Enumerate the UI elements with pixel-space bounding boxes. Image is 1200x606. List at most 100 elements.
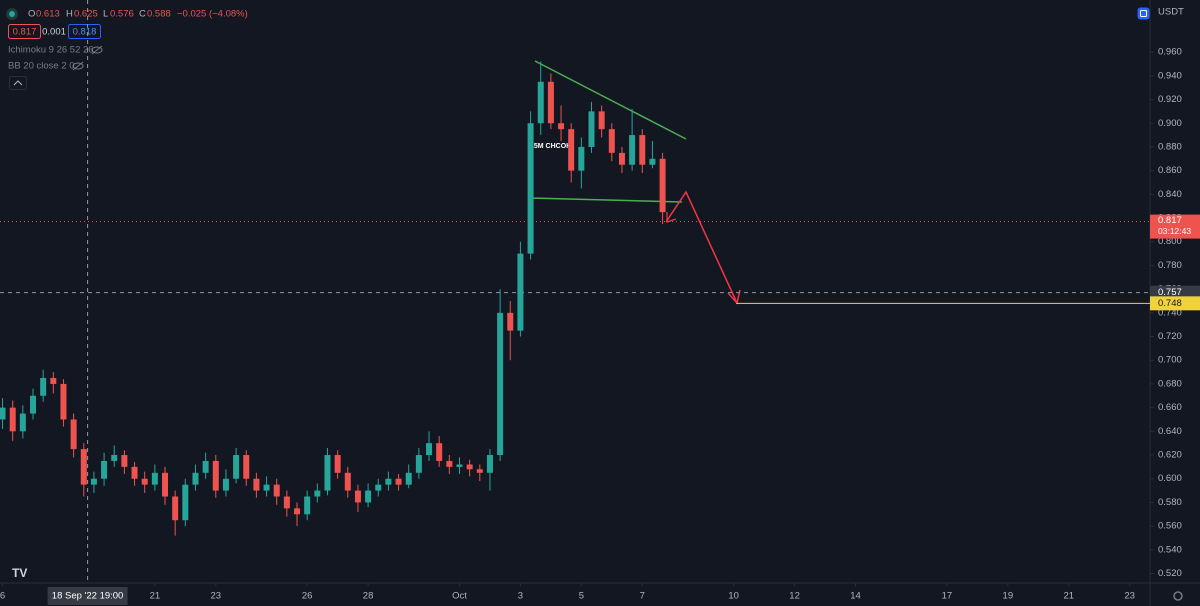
last-price-box xyxy=(1150,214,1200,239)
candle-body xyxy=(334,455,341,473)
candle-body xyxy=(151,472,158,485)
x-tick-label: 3 xyxy=(518,591,523,602)
indicator-label[interactable]: BB 20 close 2 0 xyxy=(8,61,75,72)
target-price: 0.748 xyxy=(1158,298,1182,309)
candle-body xyxy=(395,478,402,485)
candle-body xyxy=(547,81,554,124)
legend-label: O xyxy=(28,9,35,20)
y-tick-label: 0.580 xyxy=(1158,497,1182,508)
legend-value: 0.576 xyxy=(110,9,134,20)
sell-box[interactable] xyxy=(8,24,41,39)
candle-body xyxy=(263,484,270,491)
countdown: 03:12:43 xyxy=(1158,226,1191,236)
indicator-label[interactable]: Ichimoku 9 26 52 26 xyxy=(8,45,94,56)
trendline xyxy=(534,60,687,140)
candle-body xyxy=(90,478,97,485)
candle-body xyxy=(537,81,544,124)
candle-body xyxy=(314,490,321,497)
buy-box[interactable] xyxy=(68,24,101,39)
candle-body xyxy=(476,469,483,473)
spread: 0.001 xyxy=(42,27,66,38)
candle-body xyxy=(618,152,625,165)
y-tick-label: 0.860 xyxy=(1158,165,1182,176)
candle-body xyxy=(70,419,77,450)
candle-body xyxy=(80,449,87,485)
logo[interactable]: TV xyxy=(12,566,27,580)
projection-arrow xyxy=(665,190,738,304)
hidden-icon xyxy=(72,61,84,71)
candle-body xyxy=(375,484,382,491)
candle-body xyxy=(629,135,636,165)
candle-body xyxy=(101,460,108,479)
legend-value: 0.613 xyxy=(36,9,60,20)
y-tick-label: 0.780 xyxy=(1158,260,1182,271)
candle-body xyxy=(466,464,473,470)
annotation: 15M CHCOH xyxy=(530,143,571,150)
crosshair-time-box xyxy=(47,587,128,605)
candle-body xyxy=(202,460,209,473)
candle-body xyxy=(40,378,47,396)
candle-body xyxy=(283,496,290,509)
currency-label[interactable]: USDT xyxy=(1158,7,1184,18)
x-tick-label: Oct xyxy=(452,591,467,602)
candle-body xyxy=(111,455,118,461)
candle-body xyxy=(507,312,514,331)
legend-label: H xyxy=(66,9,73,20)
candle-body xyxy=(182,484,189,521)
candle-body xyxy=(456,464,463,467)
x-tick-label: 14 xyxy=(850,591,861,602)
gear-icon[interactable] xyxy=(1173,591,1183,601)
candle-body xyxy=(578,146,585,171)
hidden-icon[interactable] xyxy=(72,62,84,70)
sell-price: 0.817 xyxy=(13,27,37,38)
settings-button[interactable] xyxy=(1137,7,1150,20)
trendline xyxy=(529,197,683,203)
legend-label: C xyxy=(139,9,146,20)
candle-body xyxy=(9,407,16,432)
candle-body xyxy=(294,508,301,515)
x-tick-label: 7 xyxy=(640,591,645,602)
candle-body xyxy=(243,455,250,479)
y-tick-label: 0.940 xyxy=(1158,70,1182,81)
hidden-icon xyxy=(91,45,103,55)
candle-body xyxy=(0,407,6,420)
candle-body xyxy=(50,378,57,384)
settings-icon xyxy=(1140,10,1147,17)
candle-body xyxy=(415,455,422,473)
y-tick-label: 0.900 xyxy=(1158,118,1182,129)
x-tick-label: 12 xyxy=(789,591,800,602)
candle-body xyxy=(30,395,37,414)
x-tick-label: 21 xyxy=(150,591,161,602)
buy-price: 0.818 xyxy=(73,27,97,38)
y-tick-label: 0.520 xyxy=(1158,568,1182,579)
candle-body xyxy=(426,443,433,456)
y-tick-label: 0.680 xyxy=(1158,378,1182,389)
legend-label: L xyxy=(103,9,108,20)
x-tick-label: 23 xyxy=(210,591,221,602)
symbol-icon-dot xyxy=(9,11,15,17)
candle-body xyxy=(131,466,138,479)
candle-body xyxy=(405,472,412,485)
crosshair-price: 0.757 xyxy=(1158,287,1182,298)
candle-body xyxy=(486,455,493,473)
candle-body xyxy=(639,135,646,165)
crosshair-time: 18 Sep '22 19:00 xyxy=(52,591,124,602)
candle-body xyxy=(385,478,392,485)
collapse-button[interactable] xyxy=(9,76,27,90)
hidden-icon[interactable] xyxy=(91,46,103,54)
y-tick-label: 0.600 xyxy=(1158,473,1182,484)
candle-body xyxy=(344,472,351,491)
candle-body xyxy=(233,455,240,479)
y-tick-label: 0.700 xyxy=(1158,355,1182,366)
candle-body xyxy=(354,490,361,503)
candle-body xyxy=(212,460,219,491)
candle-body xyxy=(517,253,524,331)
candle-body xyxy=(324,455,331,491)
candle-body xyxy=(172,496,179,521)
candle-body xyxy=(568,129,575,171)
candle-body xyxy=(192,472,199,485)
crosshair-price-box xyxy=(1150,285,1200,300)
y-tick-label: 0.640 xyxy=(1158,426,1182,437)
candle-body xyxy=(273,484,280,497)
